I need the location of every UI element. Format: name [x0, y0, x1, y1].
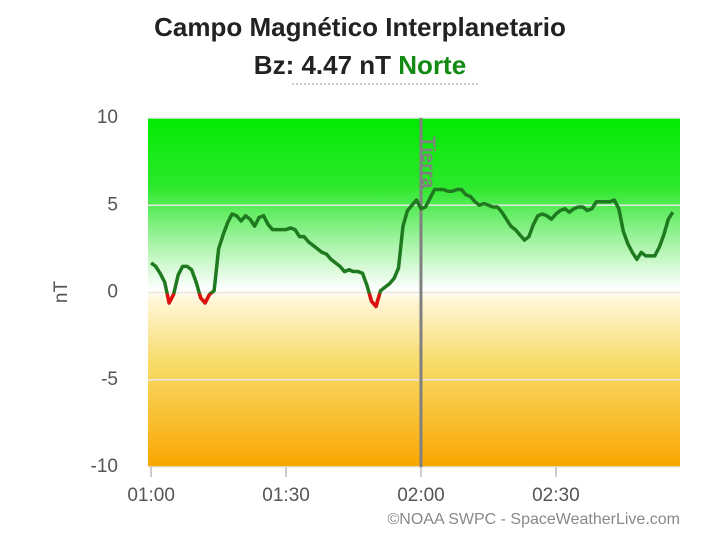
x-tick-label: 02:30	[532, 485, 580, 506]
y-tick-label: -5	[101, 369, 118, 390]
plot: -10 -5 0 5 10 01:00 01:30 02:00 02:30 Tierra	[91, 107, 680, 506]
y-axis-label: nT	[51, 281, 72, 304]
x-tick-label: 01:00	[127, 485, 175, 506]
y-tick-label: 0	[107, 282, 118, 303]
y-tick-label: 5	[107, 194, 118, 215]
x-tick-label: 01:30	[262, 485, 310, 506]
x-tick-label: 02:00	[397, 485, 445, 506]
bz-reading: Bz: 4.47 nT	[254, 50, 391, 80]
data-line	[150, 187, 675, 309]
credit: ©NOAA SWPC - SpaceWeatherLive.com	[388, 511, 680, 528]
y-tick-label: -10	[91, 456, 118, 477]
chart-title: Campo Magnético Interplanetario	[154, 12, 566, 42]
subtitle: Bz: 4.47 nT Norte	[254, 50, 466, 80]
bz-status: Norte	[398, 50, 466, 80]
y-tick-label: 10	[97, 107, 118, 128]
reference-label: Tierra	[417, 136, 438, 189]
